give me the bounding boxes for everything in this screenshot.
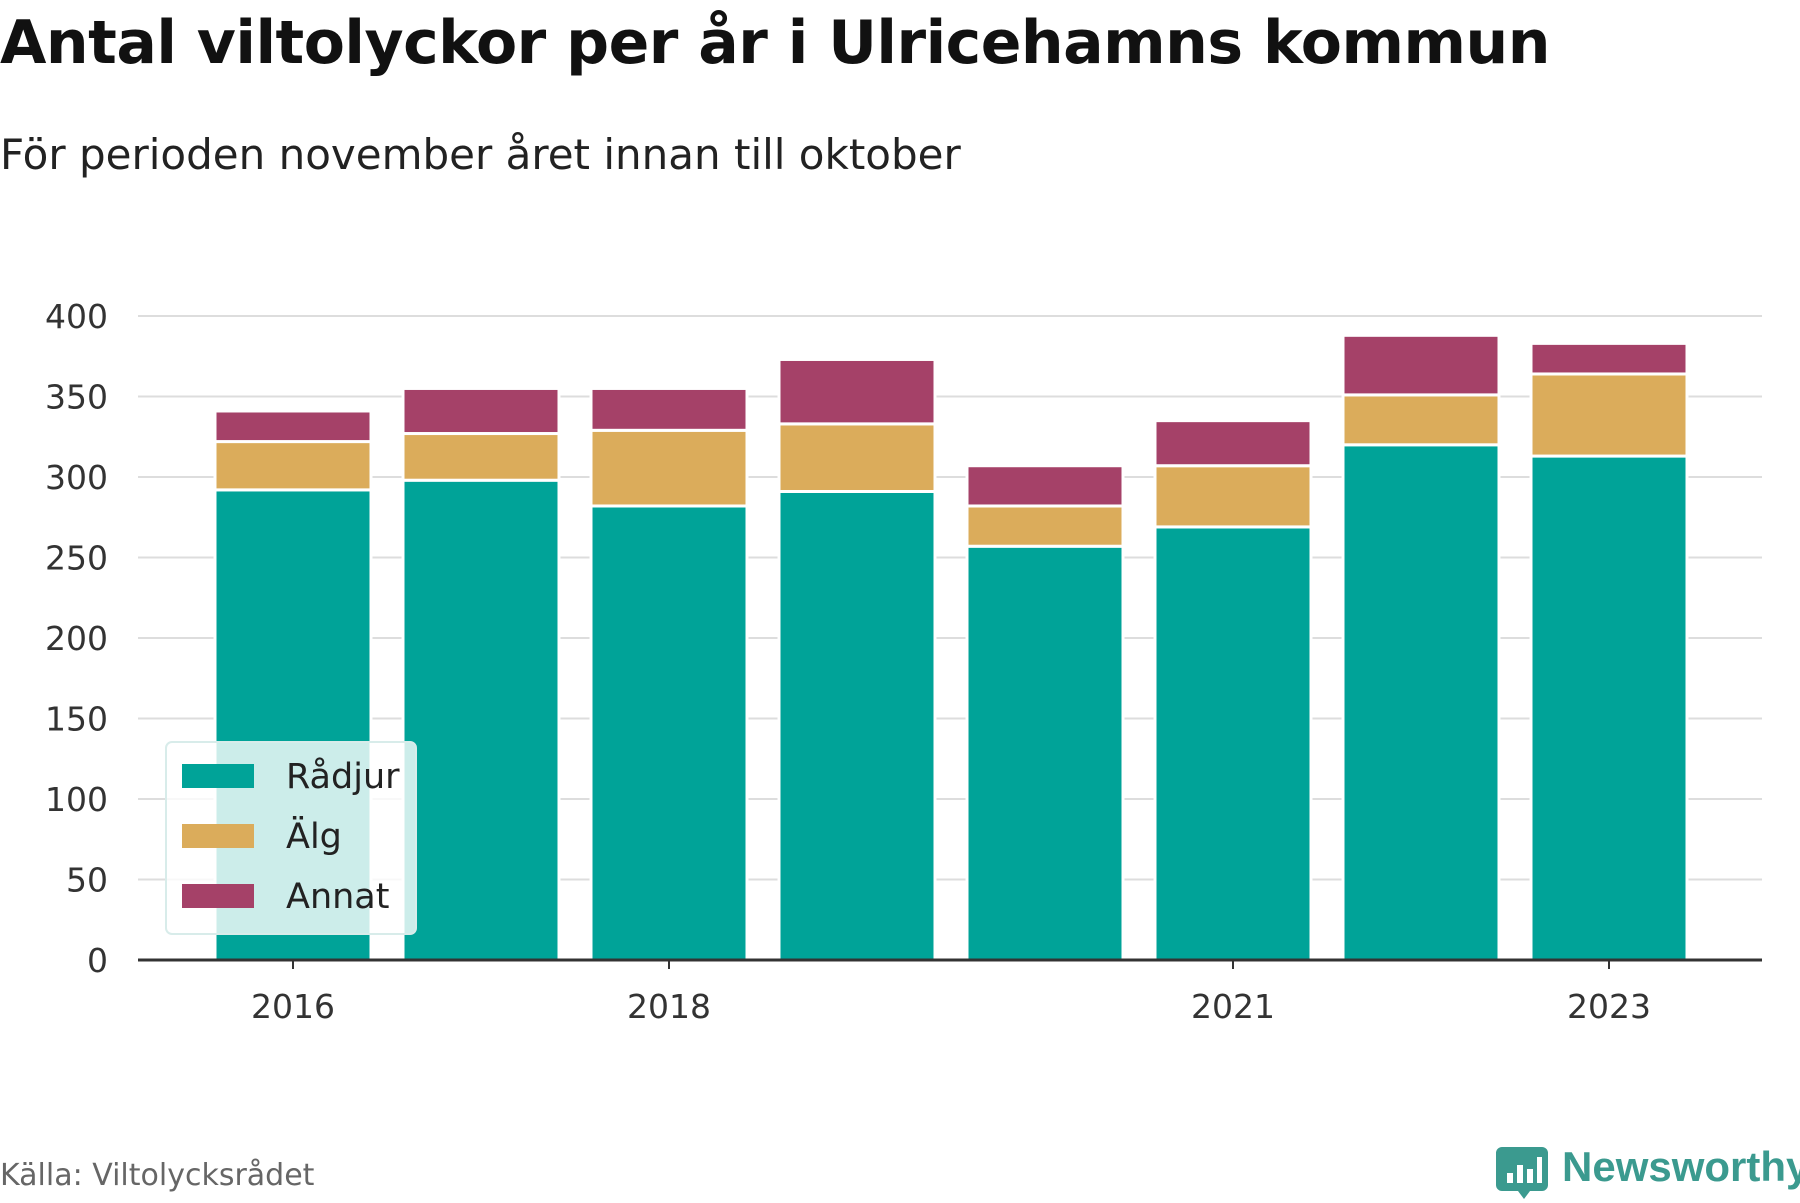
legend-label: Älg [286,815,342,857]
legend-label: Rådjur [286,756,400,797]
y-tick-label: 150 [45,700,108,739]
stacked-bar-chart: 0 50 100 150 200 250 300 350 400 2016 2018 2021 202… [45,297,1762,1026]
source-note: Källa: Viltolycksrådet [0,1158,315,1193]
legend-label: Annat [286,877,389,917]
bars [213,333,1689,962]
bar-segment [1341,333,1501,397]
bar-segment [777,422,937,493]
y-tick-label: 200 [45,619,108,658]
bar-segment [1341,393,1501,447]
legend-swatch [182,884,254,908]
y-tick-label: 300 [45,458,108,497]
y-tick-label: 50 [66,861,108,900]
y-tick-label: 0 [87,941,108,980]
x-tick-label: 2021 [1191,987,1275,1026]
bar-segment [1529,454,1689,962]
y-axis-ticks: 0 50 100 150 200 250 300 350 400 [45,297,108,980]
newsworthy-logo: Newsworthy [1494,1143,1800,1203]
bar-segment [401,386,561,436]
chart-title: Antal viltolyckor per år i Ulricehamns k… [0,8,1550,78]
bar-segment [965,504,1125,548]
y-tick-label: 350 [45,378,108,417]
bar-segment [1153,525,1313,962]
bar-segment [1341,443,1501,962]
bar-segment [777,489,937,962]
bar-segment [589,386,749,432]
bar-segment [1529,341,1689,376]
bar-segment [777,357,937,426]
bar-segment [1153,419,1313,468]
legend: Rådjur Älg Annat [165,741,417,935]
bar-segment [213,409,373,444]
legend-swatch [182,824,254,848]
bar-segment [401,432,561,482]
x-tick-label: 2023 [1567,987,1651,1026]
chart-subtitle: För perioden november året innan till ok… [0,130,961,179]
bar-segment [401,478,561,962]
bar-segment [1529,372,1689,458]
x-tick-label: 2016 [251,987,335,1026]
bar-segment [589,428,749,508]
brand-name: Newsworthy [1562,1143,1800,1190]
legend-swatch [182,764,254,788]
x-axis: 2016 2018 2021 2023 [138,958,1762,1026]
y-tick-label: 100 [45,780,108,819]
x-tick-label: 2018 [627,987,711,1026]
bar-segment [965,544,1125,962]
bar-segment [589,504,749,962]
bar-segment [1153,464,1313,529]
bar-segment [965,464,1125,508]
y-tick-label: 250 [45,539,108,578]
bar-chart-speech-bubble-icon [1496,1147,1548,1199]
y-tick-label: 400 [45,297,108,336]
bar-segment [213,440,373,492]
